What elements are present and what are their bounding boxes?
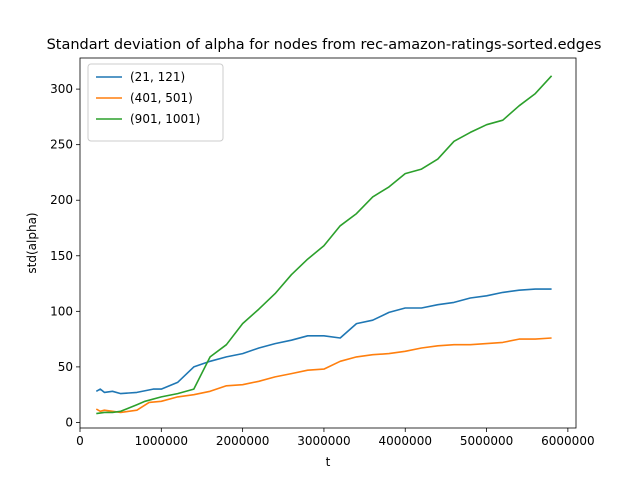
y-tick-label: 50: [58, 360, 73, 374]
x-tick-label: 2000000: [216, 434, 269, 448]
legend-label-1: (21, 121): [130, 70, 185, 84]
x-axis: 0 1000000 2000000 3000000 4000000 5000000 6000…: [76, 428, 595, 448]
x-tick-label: 6000000: [541, 434, 594, 448]
y-tick-label: 0: [65, 415, 73, 429]
legend-label-2: (401, 501): [130, 91, 193, 105]
series-line-3: [96, 75, 553, 415]
x-tick-label: 3000000: [297, 434, 350, 448]
chart-title: Standart deviation of alpha for nodes fr…: [47, 37, 602, 53]
x-tick-label: 4000000: [379, 434, 432, 448]
y-tick-label: 200: [50, 193, 73, 207]
series-line-2: [95, 337, 552, 414]
y-tick-label: 150: [50, 249, 73, 263]
y-axis: 0 50 100 150 200 250 300: [50, 82, 80, 429]
x-axis-label: t: [326, 455, 331, 469]
plot-area: [79, 57, 577, 429]
legend-box: [87, 63, 224, 142]
y-axis-label: std(alpha): [25, 212, 39, 273]
y-tick-label: 300: [50, 82, 73, 96]
series-layer: [95, 75, 553, 415]
y-tick-label: 100: [50, 304, 73, 318]
series-line-1: [95, 288, 552, 395]
x-tick-label: 1000000: [135, 434, 188, 448]
x-tick-label: 5000000: [460, 434, 513, 448]
y-tick-label: 250: [50, 138, 73, 152]
axes-frame: [79, 57, 577, 429]
legend-label-3: (901, 1001): [130, 112, 200, 126]
x-tick-label: 0: [76, 434, 84, 448]
legend: (21, 121) (401, 501) (901, 1001): [87, 63, 224, 142]
